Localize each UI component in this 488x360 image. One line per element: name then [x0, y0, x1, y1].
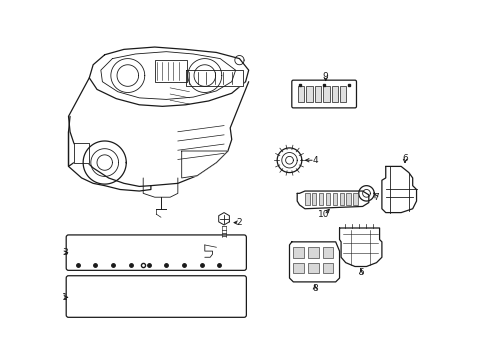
- Polygon shape: [289, 242, 339, 282]
- Text: 1: 1: [61, 293, 67, 302]
- Bar: [339, 193, 344, 205]
- Bar: [322, 263, 333, 274]
- Text: 2: 2: [236, 218, 242, 227]
- Text: 3: 3: [61, 248, 67, 257]
- Polygon shape: [381, 166, 416, 213]
- Text: 9: 9: [322, 72, 328, 81]
- Polygon shape: [218, 213, 229, 225]
- Bar: [318, 193, 323, 205]
- Polygon shape: [74, 143, 89, 163]
- Bar: [332, 193, 337, 205]
- Bar: [323, 86, 329, 102]
- Bar: [293, 263, 304, 274]
- Bar: [346, 193, 350, 205]
- Polygon shape: [182, 151, 227, 178]
- Bar: [311, 193, 316, 205]
- Polygon shape: [297, 191, 368, 209]
- Polygon shape: [89, 47, 248, 106]
- Bar: [314, 86, 321, 102]
- Text: 4: 4: [311, 156, 317, 165]
- Bar: [331, 86, 337, 102]
- Polygon shape: [185, 70, 243, 86]
- Bar: [353, 193, 357, 205]
- Text: 6: 6: [401, 154, 407, 163]
- Text: 8: 8: [311, 284, 317, 293]
- Bar: [293, 247, 304, 258]
- Bar: [325, 193, 329, 205]
- Bar: [307, 263, 318, 274]
- FancyBboxPatch shape: [66, 235, 246, 270]
- Bar: [306, 86, 312, 102]
- Bar: [305, 193, 309, 205]
- Polygon shape: [339, 228, 381, 266]
- Text: 5: 5: [358, 268, 363, 277]
- Bar: [322, 247, 333, 258]
- Bar: [307, 247, 318, 258]
- FancyBboxPatch shape: [66, 276, 246, 317]
- Text: 10: 10: [318, 210, 329, 219]
- Bar: [154, 60, 187, 82]
- Text: 7: 7: [373, 193, 379, 202]
- Bar: [340, 86, 346, 102]
- FancyBboxPatch shape: [291, 80, 356, 108]
- Bar: [297, 86, 304, 102]
